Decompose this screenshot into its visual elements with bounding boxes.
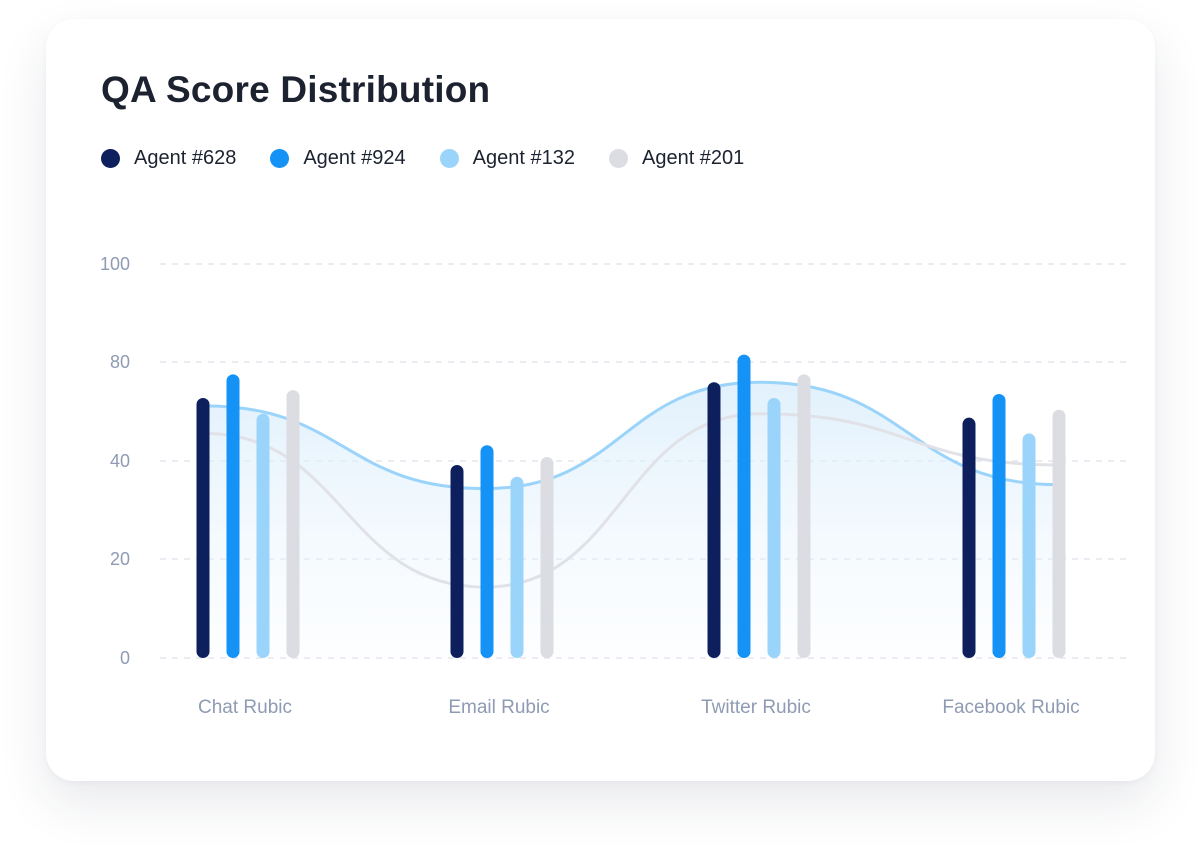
y-tick-label-80: 80 <box>110 352 130 372</box>
bar-agent-201-email-rubic[interactable] <box>540 457 554 658</box>
bar-agent-924-chat-rubic[interactable] <box>226 374 240 658</box>
legend-dot-agent-201 <box>608 149 628 168</box>
bar-agent-628-facebook-rubic[interactable] <box>962 417 976 658</box>
y-tick-label-100: 100 <box>100 254 130 274</box>
bar-agent-201-chat-rubic[interactable] <box>286 390 300 658</box>
legend: Agent #628 Agent #924 Agent #132 Agent #… <box>101 147 778 170</box>
trend-line-1 <box>202 380 1060 491</box>
legend-label-agent-201: Agent #201 <box>641 147 745 169</box>
legend-label-agent-628: Agent #628 <box>134 147 237 169</box>
x-tick-label-3: Twitter Rubic <box>701 697 811 718</box>
bar-agent-628-chat-rubic[interactable] <box>196 397 210 658</box>
trend-area-1 <box>204 382 1058 658</box>
y-tick-label-0: 0 <box>120 648 130 668</box>
legend-item-agent-132[interactable]: Agent #132 <box>439 147 575 170</box>
legend-label-agent-924: Agent #924 <box>303 147 406 169</box>
bar-agent-201-twitter-rubic[interactable] <box>797 374 811 658</box>
legend-dot-agent-924 <box>270 149 290 168</box>
legend-dot-agent-628 <box>101 149 120 168</box>
x-tick-label-2: Email Rubic <box>448 697 549 718</box>
legend-item-agent-628[interactable]: Agent #628 <box>101 147 236 170</box>
bar-agent-924-email-rubic[interactable] <box>480 445 494 658</box>
bar-agent-924-facebook-rubic[interactable] <box>992 394 1006 658</box>
bar-agent-132-twitter-rubic[interactable] <box>767 397 781 658</box>
bar-agent-132-facebook-rubic[interactable] <box>1022 433 1036 658</box>
bar-agent-132-email-rubic[interactable] <box>510 476 524 658</box>
bar-agent-924-twitter-rubic[interactable] <box>737 354 751 658</box>
legend-dot-agent-132 <box>439 149 459 168</box>
x-tick-label-1: Chat Rubic <box>198 697 292 718</box>
chart-title: QA Score Distribution <box>101 69 491 110</box>
trend-line-2 <box>202 412 1060 589</box>
x-tick-label-4: Facebook Rubic <box>942 697 1079 718</box>
y-tick-label-20: 20 <box>110 549 130 569</box>
legend-item-agent-924[interactable]: Agent #924 <box>270 147 406 170</box>
legend-label-agent-132: Agent #132 <box>472 147 575 169</box>
bar-agent-201-facebook-rubic[interactable] <box>1052 409 1066 658</box>
legend-item-agent-201[interactable]: Agent #201 <box>608 147 745 170</box>
bar-agent-132-chat-rubic[interactable] <box>256 413 270 658</box>
y-tick-label-40: 40 <box>110 451 130 471</box>
bar-agent-628-twitter-rubic[interactable] <box>707 382 721 658</box>
bar-agent-628-email-rubic[interactable] <box>450 464 464 658</box>
